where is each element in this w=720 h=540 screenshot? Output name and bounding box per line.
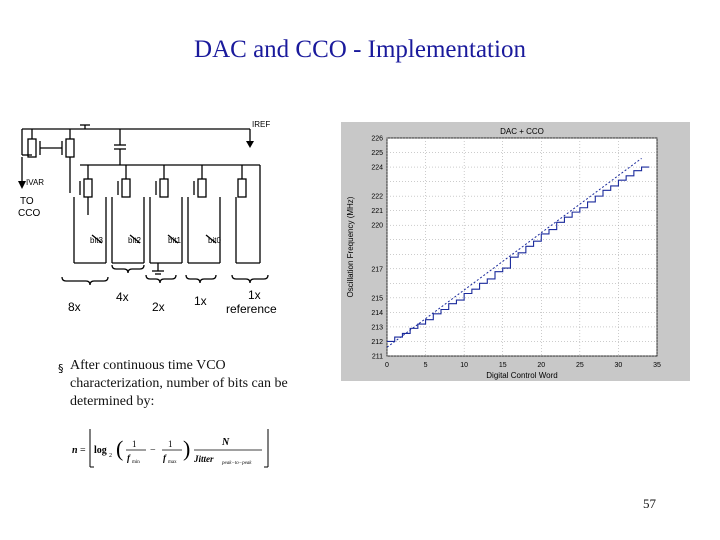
bullet-text: After continuous time VCO characterizati…: [70, 358, 288, 409]
formula-fmax-sub: max: [168, 460, 177, 465]
to-cco-label-1: TO: [20, 196, 34, 207]
weight-1x: 1x: [194, 294, 207, 308]
y-tick-label-11: 222: [371, 194, 383, 201]
slide-title: DAC and CCO - Implementation: [194, 36, 526, 63]
formula-equals: =: [80, 445, 86, 456]
formula-log: log: [94, 445, 107, 456]
bit0-label: bit0: [208, 236, 221, 245]
x-tick-label-2: 10: [460, 362, 468, 369]
formula-fmin: f: [127, 453, 131, 463]
ivar-label: IVAR: [26, 178, 44, 187]
formula-one-b: 1: [168, 439, 173, 449]
y-tick-label-9: 220: [371, 223, 383, 230]
formula-close-paren: ): [183, 436, 190, 461]
x-tick-label-4: 20: [537, 362, 545, 369]
formula-jitter: Jitter: [193, 454, 214, 464]
y-tick-label-1: 212: [371, 339, 383, 346]
y-tick-label-4: 215: [371, 295, 383, 302]
weight-4x: 4x: [116, 290, 129, 304]
x-axis-label: Digital Control Word: [486, 371, 557, 380]
dac-circuit-schematic: IREF IVAR TO CCO bit3 bit2 bit1 bit0 8x …: [18, 120, 277, 315]
y-tick-label-6: 217: [371, 266, 383, 273]
bullet-marker: §: [58, 362, 64, 375]
formula-N: N: [221, 437, 230, 448]
y-tick-label-3: 214: [371, 310, 383, 317]
bit2-label: bit2: [128, 236, 141, 245]
dac-cco-chart: 0 5 10 15 20 25 30 35 211 212 213 214 215 217 220 221 22…: [346, 127, 661, 380]
formula-fmax: f: [163, 453, 167, 463]
staircase-series-line: [387, 166, 650, 343]
y-tick-label-15: 226: [371, 136, 383, 143]
bit3-label: bit3: [90, 236, 103, 245]
page-number: 57: [643, 496, 656, 511]
linear-fit-line: [386, 157, 642, 348]
iref-label: IREF: [252, 120, 270, 129]
bit1-label: bit1: [168, 236, 181, 245]
reference-label: reference: [226, 302, 277, 315]
y-tick-label-2: 213: [371, 324, 383, 331]
to-cco-label-2: CCO: [18, 208, 40, 219]
y-tick-label-14: 225: [371, 150, 383, 157]
formula-jitter-sub: peak−to−peak: [221, 461, 252, 466]
formula-one-a: 1: [132, 439, 137, 449]
x-tick-label-7: 35: [653, 362, 661, 369]
formula-fmin-sub: min: [132, 460, 140, 465]
formula-lhs: n: [72, 445, 78, 456]
weight-2x: 2x: [152, 300, 165, 314]
x-tick-label-3: 15: [499, 362, 507, 369]
formula-log-base: 2: [109, 453, 112, 459]
y-tick-label-13: 224: [371, 165, 383, 172]
x-tick-label-5: 25: [576, 362, 584, 369]
formula-minus: −: [150, 445, 156, 456]
formula-open-paren: (: [116, 436, 123, 461]
bits-formula: n = log 2 ( 1 f min − 1 f max ) N Jitter…: [72, 429, 269, 468]
chart-panel: 0 5 10 15 20 25 30 35 211 212 213 214 215 217 220 221 22…: [341, 122, 690, 381]
chart-title: DAC + CCO: [500, 127, 544, 136]
weight-8x: 8x: [68, 300, 81, 314]
x-tick-label-6: 30: [615, 362, 623, 369]
x-tick-label-0: 0: [385, 362, 389, 369]
x-tick-label-1: 5: [424, 362, 428, 369]
y-axis-label: Oscillation Frequency (MHz): [346, 196, 355, 297]
y-tick-label-0: 211: [372, 354, 383, 361]
y-tick-label-10: 221: [371, 208, 383, 215]
weight-1x-ref: 1x: [248, 288, 261, 302]
